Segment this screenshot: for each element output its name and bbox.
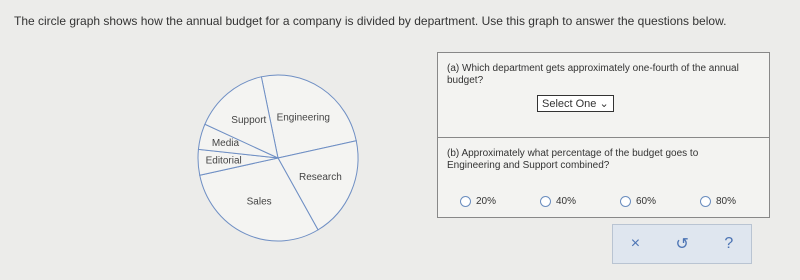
- radio-button[interactable]: [460, 196, 471, 207]
- action-button[interactable]: ×: [630, 235, 641, 252]
- slice-label: Support: [231, 115, 266, 126]
- question-a-text: (a) Which department gets approximately …: [447, 63, 739, 86]
- select-dropdown[interactable]: Select One ⌄: [537, 95, 614, 112]
- slice-label: Sales: [247, 197, 272, 208]
- select-label[interactable]: Select One: [542, 98, 597, 110]
- question-a-panel: (a) Which department gets approximately …: [437, 52, 770, 138]
- radio-option[interactable]: 20%: [460, 196, 496, 207]
- question-b-panel: (b) Approximately what percentage of the…: [437, 138, 770, 218]
- option-label[interactable]: 80%: [716, 196, 737, 207]
- option-label[interactable]: 60%: [636, 196, 657, 207]
- radio-option[interactable]: 40%: [540, 196, 576, 207]
- question-b-text: (b) Approximately what percentage of the…: [447, 148, 699, 171]
- slice-label: Research: [299, 172, 342, 183]
- action-button[interactable]: ?: [724, 235, 734, 252]
- radio-button[interactable]: [700, 196, 711, 207]
- option-label[interactable]: 40%: [556, 196, 577, 207]
- radio-option[interactable]: 80%: [700, 196, 736, 207]
- action-button[interactable]: ↺: [675, 236, 689, 253]
- slice-label: Media: [212, 138, 240, 149]
- pie-slice: [277, 140, 359, 231]
- pie-slice: [260, 74, 357, 159]
- pie-slice: [204, 76, 279, 159]
- pie-slice: [199, 157, 319, 242]
- action-buttons: × ↺?: [612, 224, 752, 264]
- prompt: The circle graph shows how the annual bu…: [14, 14, 727, 28]
- slice-label: Editorial: [206, 156, 242, 167]
- radio-button[interactable]: [540, 196, 551, 207]
- option-label[interactable]: 20%: [476, 196, 497, 207]
- radio-button[interactable]: [620, 196, 631, 207]
- radio-option[interactable]: 60%: [620, 196, 656, 207]
- slice-label: Engineering: [277, 112, 330, 123]
- pie-chart: Engineering Research Sales Editorial Media Su…: [197, 74, 359, 242]
